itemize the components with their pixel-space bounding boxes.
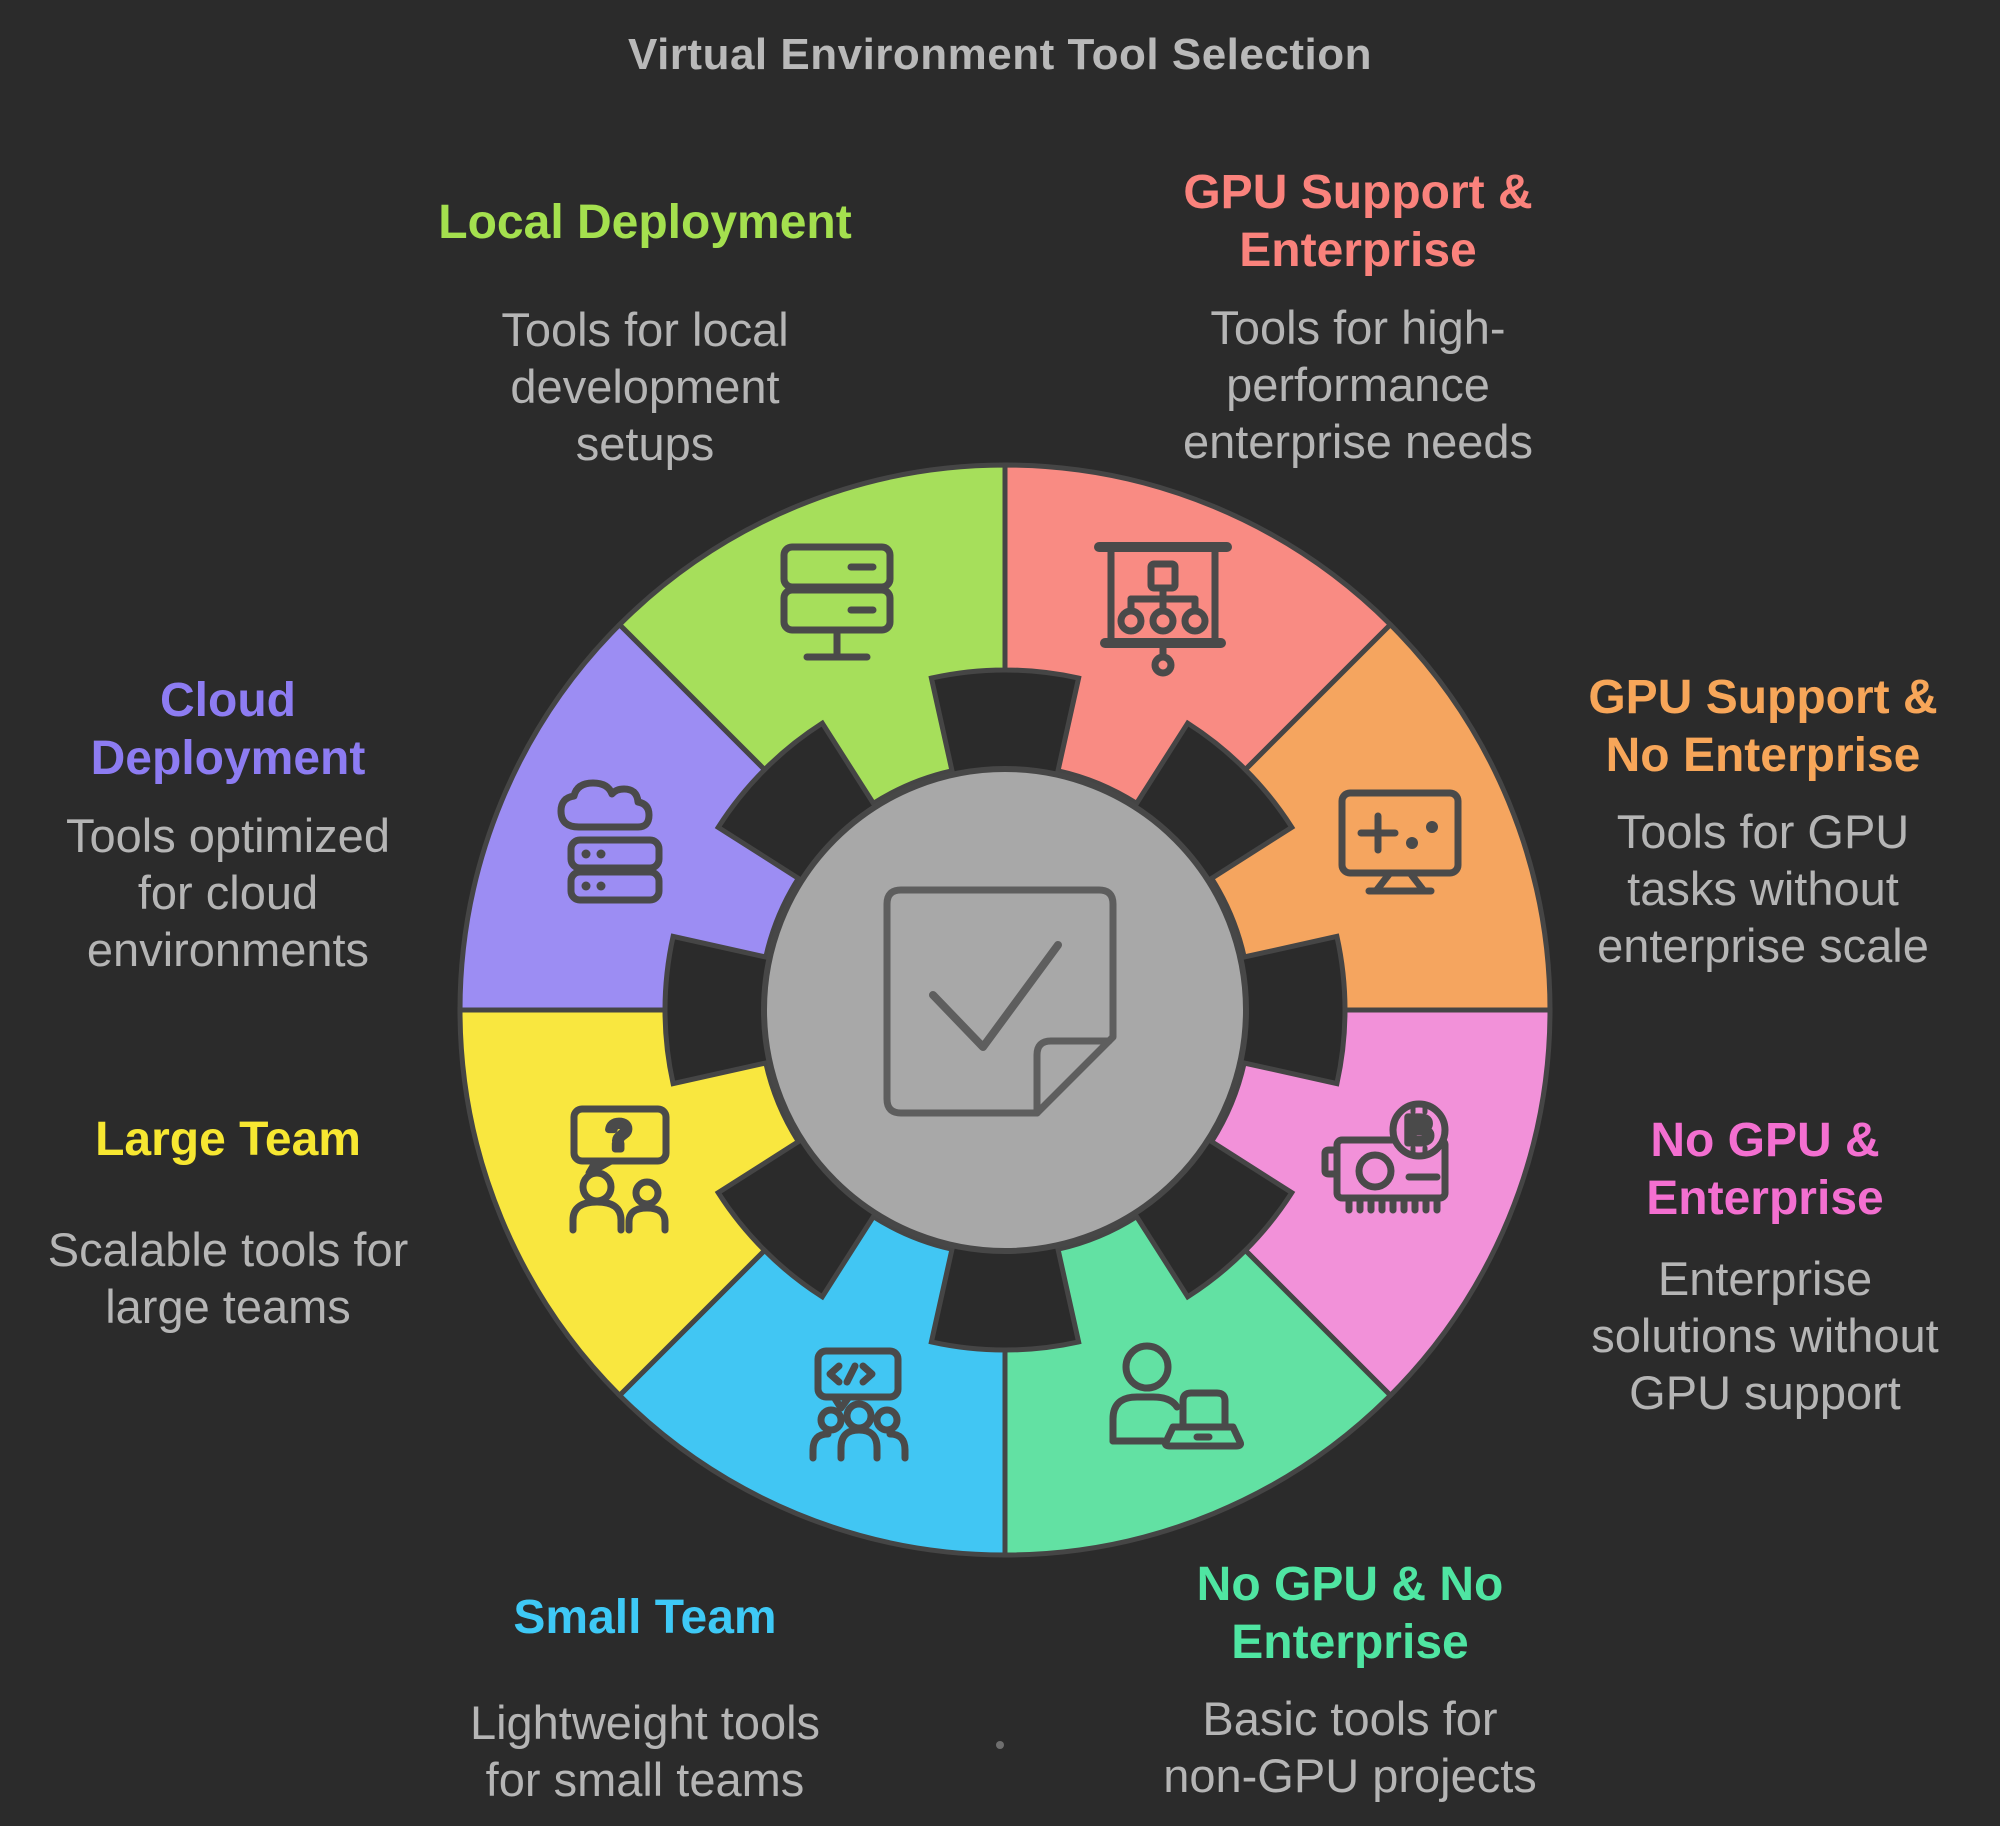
label-desc: Tools for GPU tasks without enterprise s… bbox=[1597, 805, 1929, 972]
label-cloud-deployment: Cloud Deployment Tools optimized for clo… bbox=[0, 654, 456, 996]
team-code-chat-icon bbox=[809, 1347, 909, 1462]
label-no-gpu-enterprise: No GPU & Enterprise Enterprise solutions… bbox=[1530, 1094, 2000, 1439]
diagram-title: Virtual Environment Tool Selection bbox=[628, 30, 1372, 79]
label-heading: Local Deployment bbox=[438, 196, 852, 249]
person-laptop-icon bbox=[1109, 1342, 1244, 1450]
team-question-chat-icon: ? bbox=[569, 1105, 670, 1234]
label-heading: Cloud Deployment bbox=[90, 674, 366, 785]
center-circle bbox=[761, 766, 1249, 1254]
gpu-bitcoin-icon: B bbox=[1321, 1100, 1449, 1214]
svg-text:B: B bbox=[1405, 1110, 1432, 1152]
svg-text:?: ? bbox=[607, 1114, 631, 1158]
label-heading: GPU Support & No Enterprise bbox=[1588, 671, 1938, 782]
label-heading: No GPU & Enterprise bbox=[1646, 1114, 1884, 1225]
server-stand-icon bbox=[780, 543, 894, 661]
label-desc: Tools for local development setups bbox=[501, 303, 789, 470]
segment-local-deployment bbox=[616, 462, 1008, 807]
cloud-server-icon bbox=[557, 779, 663, 904]
label-small-team: Small Team Lightweight tools for small t… bbox=[395, 1571, 895, 1826]
presentation-hierarchy-icon bbox=[1094, 542, 1232, 677]
note-check-icon bbox=[883, 886, 1117, 1117]
label-desc: Enterprise solutions without GPU support bbox=[1591, 1252, 1939, 1419]
label-desc: Lightweight tools for small teams bbox=[469, 1696, 821, 1806]
label-heading: Small Team bbox=[513, 1591, 777, 1644]
label-large-team: Large Team Scalable tools for large team… bbox=[0, 1093, 456, 1353]
label-desc: Tools optimized for cloud environments bbox=[66, 809, 390, 976]
label-desc: Basic tools for non-GPU projects bbox=[1163, 1692, 1537, 1802]
label-heading: Large Team bbox=[95, 1113, 361, 1166]
label-heading: GPU Support & Enterprise bbox=[1183, 166, 1533, 277]
monitor-plus-icon bbox=[1338, 789, 1462, 895]
label-gpu-no-enterprise: GPU Support & No Enterprise Tools for GP… bbox=[1528, 651, 1998, 992]
label-desc: Scalable tools for large teams bbox=[47, 1223, 409, 1333]
stray-dot bbox=[996, 1741, 1004, 1749]
label-heading: No GPU & No Enterprise bbox=[1196, 1558, 1504, 1669]
label-gpu-enterprise: GPU Support & Enterprise Tools for high-… bbox=[1108, 146, 1608, 488]
label-local-deployment: Local Deployment Tools for local develop… bbox=[395, 176, 895, 490]
label-no-gpu-no-enterprise: No GPU & No Enterprise Basic tools for n… bbox=[1100, 1538, 1600, 1822]
label-desc: Tools for high- performance enterprise n… bbox=[1182, 301, 1534, 468]
